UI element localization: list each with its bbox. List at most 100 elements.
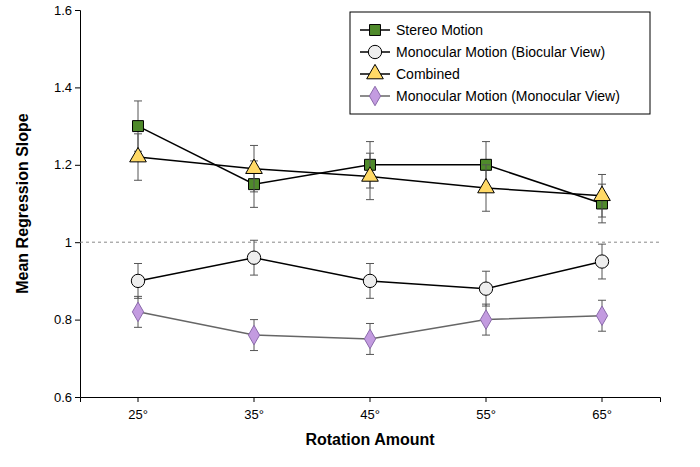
- error-bar-cap: [366, 263, 374, 264]
- error-bar-cap: [598, 278, 606, 279]
- y-tick-mark: [75, 320, 80, 321]
- x-tick-label: 65°: [592, 407, 612, 422]
- y-tick-mark: [75, 242, 80, 243]
- x-tick-mark: [254, 397, 255, 402]
- marker: [131, 274, 144, 287]
- error-bar-cap: [250, 350, 258, 351]
- error-bar-cap: [134, 180, 142, 181]
- marker: [363, 274, 376, 287]
- y-tick: 1: [65, 235, 80, 250]
- error-bar-cap: [598, 217, 606, 218]
- y-tick-label: 1.4: [54, 80, 72, 95]
- error-bar-cap: [134, 100, 142, 101]
- error-bar-cap: [598, 244, 606, 245]
- error-bar-cap: [134, 263, 142, 264]
- marker: [362, 167, 379, 181]
- x-axis: 25° 35° 45° 55° 65°: [81, 397, 661, 422]
- plot: 0.6 0.8 1 1.2 1.4 1.6 25° 35° 45° 55° 65° Rotation …: [14, 3, 661, 448]
- error-bar-cap: [598, 331, 606, 332]
- marker: [480, 310, 491, 330]
- x-tick-label: 25°: [128, 407, 148, 422]
- y-tick-label: 0.6: [54, 390, 72, 405]
- y-tick: 1.2: [54, 157, 80, 172]
- x-tick-label: 55°: [476, 407, 496, 422]
- error-bar-cap: [134, 133, 142, 134]
- x-tick: 45°: [360, 397, 380, 422]
- reference-line: [80, 242, 660, 243]
- legend-label: Monocular Motion (Biocular View): [396, 44, 605, 60]
- marker: [595, 255, 608, 268]
- error-bar-cap: [482, 304, 490, 305]
- error-bar-cap: [250, 319, 258, 320]
- marks: [80, 101, 660, 354]
- marker: [132, 302, 143, 322]
- y-tick: 1.4: [54, 80, 80, 95]
- series-line: [138, 126, 602, 203]
- y-axis-title: Mean Regression Slope: [14, 113, 31, 294]
- x-tick-mark: [138, 397, 139, 402]
- marker: [133, 121, 144, 132]
- error-bar-cap: [366, 199, 374, 200]
- error-bar-cap: [366, 323, 374, 324]
- marker: [248, 325, 259, 345]
- error-bar-cap: [482, 271, 490, 272]
- x-tick-mark: [370, 397, 371, 402]
- y-tick: 0.8: [54, 312, 80, 327]
- x-tick: 25°: [128, 397, 148, 422]
- error-bar-cap: [482, 335, 490, 336]
- x-tick-mark: [486, 397, 487, 402]
- x-tick-label: 35°: [244, 407, 264, 422]
- y-axis-line: [75, 11, 81, 398]
- legend-marker: [370, 25, 381, 36]
- error-bar-cap: [482, 141, 490, 142]
- series: [132, 296, 607, 354]
- series: [130, 134, 611, 217]
- error-bar-cap: [250, 240, 258, 241]
- marker: [594, 186, 611, 200]
- error-bar-cap: [366, 141, 374, 142]
- y-tick-label: 1.2: [54, 157, 72, 172]
- legend-label: Combined: [396, 66, 460, 82]
- error-bar-cap: [366, 354, 374, 355]
- legend-marker: [368, 45, 381, 58]
- y-tick-label: 1: [65, 235, 72, 250]
- x-tick: 35°: [244, 397, 264, 422]
- y-tick-mark: [75, 165, 80, 166]
- y-tick-label: 1.6: [54, 3, 72, 18]
- marker: [130, 147, 147, 161]
- marker: [478, 178, 495, 192]
- error-bar-cap: [250, 275, 258, 276]
- y-axis: 0.6 0.8 1 1.2 1.4 1.6: [54, 3, 81, 405]
- legend-box: [350, 12, 650, 114]
- y-tick-mark: [75, 397, 80, 398]
- y-tick: 1.6: [54, 3, 80, 18]
- x-tick: 55°: [476, 397, 496, 422]
- error-bar-cap: [134, 327, 142, 328]
- marker: [246, 159, 263, 173]
- marker: [364, 329, 375, 349]
- legend-label: Stereo Motion: [396, 22, 483, 38]
- error-bar-cap: [250, 207, 258, 208]
- error-bar-cap: [250, 145, 258, 146]
- y-tick-mark: [75, 87, 80, 88]
- x-tick-label: 45°: [360, 407, 380, 422]
- error-bar-cap: [250, 191, 258, 192]
- x-axis-line: [81, 398, 661, 403]
- x-tick: 65°: [592, 397, 612, 422]
- error-bar-cap: [598, 174, 606, 175]
- error-bar-cap: [366, 153, 374, 154]
- y-tick: 0.6: [54, 390, 80, 405]
- marker: [596, 306, 607, 326]
- legend-marker: [367, 64, 384, 78]
- y-tick-mark: [75, 10, 80, 11]
- x-tick-mark: [602, 397, 603, 402]
- error-bar-cap: [598, 300, 606, 301]
- legend: Stereo Motion Monocular Motion (Biocular …: [350, 12, 650, 114]
- error-bar-cap: [482, 211, 490, 212]
- x-axis-title: Rotation Amount: [305, 431, 435, 448]
- y-tick-label: 0.8: [54, 312, 72, 327]
- legend-entry: Monocular Motion (Monocular View): [360, 86, 620, 106]
- marker: [247, 251, 260, 264]
- legend-entry: Stereo Motion: [360, 22, 483, 38]
- legend-label: Monocular Motion (Monocular View): [396, 88, 620, 104]
